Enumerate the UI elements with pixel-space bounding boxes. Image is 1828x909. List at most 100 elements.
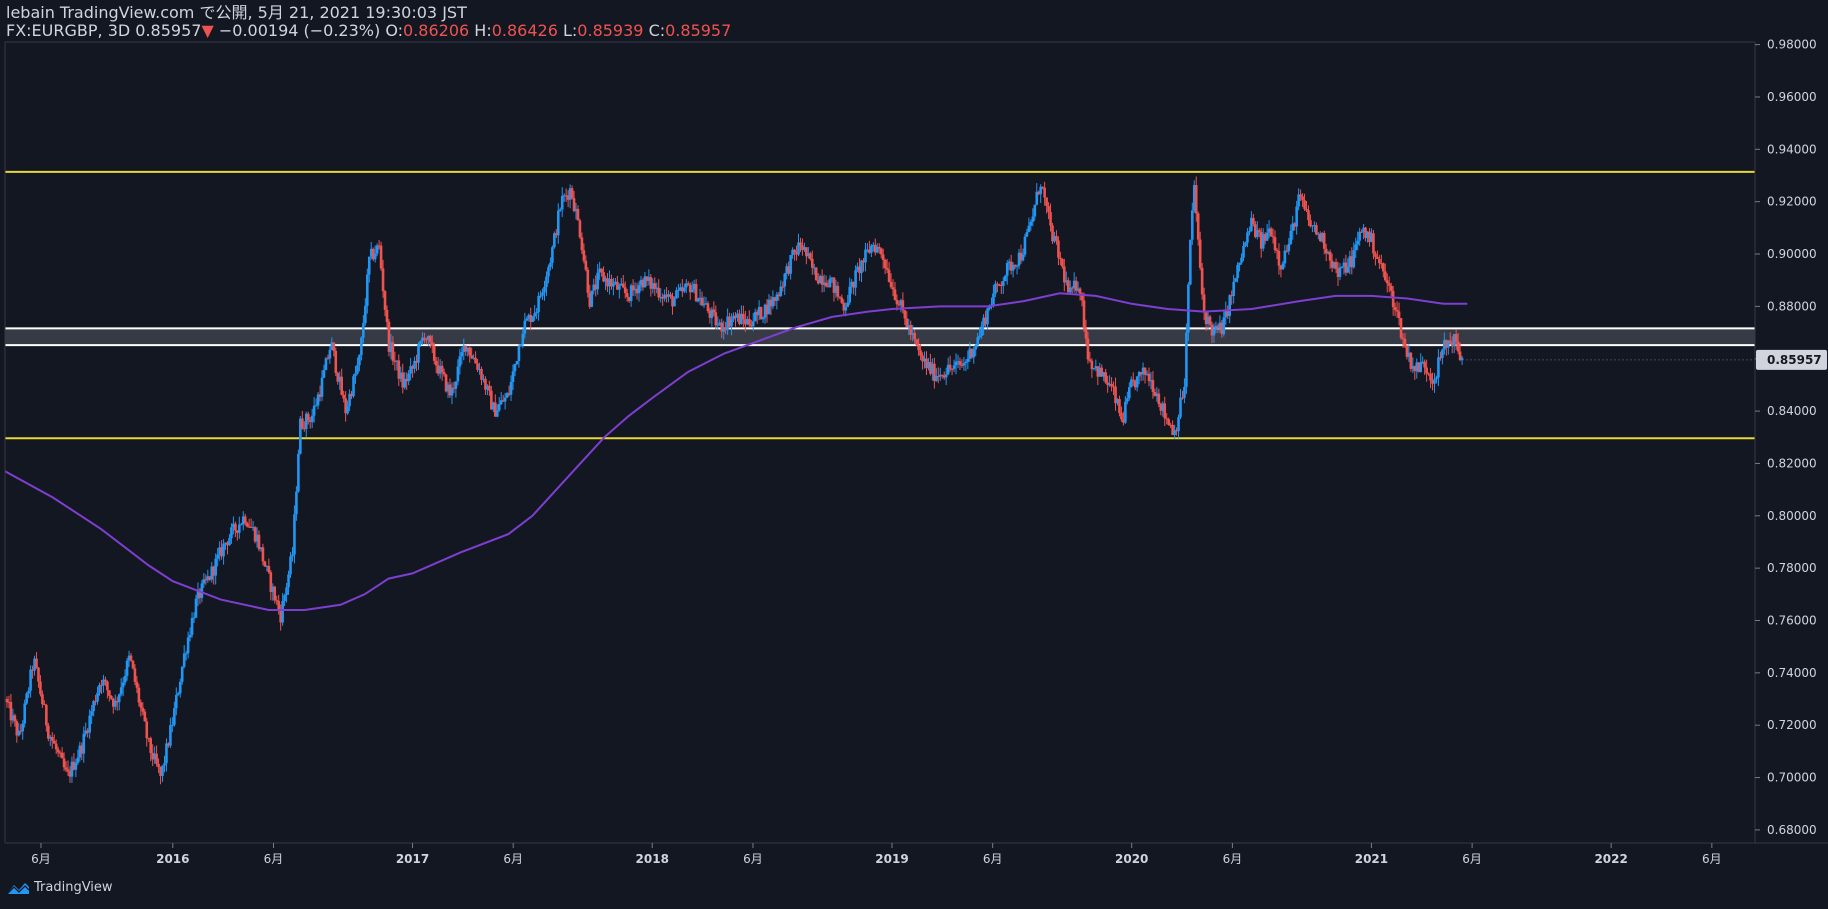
candle-body [13,715,17,722]
candle-body [1456,341,1460,352]
candle-body [161,765,164,776]
candle-body [1415,362,1419,372]
candle-body [946,364,950,375]
moving-average-line[interactable] [4,292,1468,611]
candle-body [1155,393,1159,397]
candle-body [734,315,737,318]
candle-body [173,708,176,725]
candle-body [742,313,745,320]
candle-body [232,523,235,528]
candle-body [677,289,680,291]
candle-body [935,376,938,382]
candle-body [434,360,438,366]
candle-body [113,700,117,707]
candle-body [499,400,503,405]
candle-body [588,292,592,307]
candle-body [344,398,347,414]
candle-body [86,730,89,733]
candle-body [722,327,725,332]
candle-body [1080,293,1084,301]
candle-body [897,304,901,306]
candle-body [1222,317,1226,335]
candle-body [712,309,716,313]
candle-body [728,316,731,327]
candle-body [41,694,44,705]
candle-body [1057,240,1060,258]
candle-body [257,534,261,550]
price-axis[interactable]: 0.98000 0.96000 0.94000 0.92000 0.90000 0.880… [1755,38,1817,837]
price-tick-label: 0.98000 [1767,38,1817,52]
candle-body [98,684,101,693]
candle-body [1021,254,1025,261]
candle-body [48,736,52,739]
candle-body [810,258,814,268]
candle-body [302,428,306,430]
candle-body [1439,357,1442,359]
candle-body [1082,300,1086,329]
candle-body [234,523,237,531]
candle-body [724,327,727,330]
candle-body [23,703,26,724]
candle-body [450,387,454,396]
candle-body [602,271,605,282]
candle-body [923,358,926,362]
candle-body [1446,340,1450,348]
candle-body [614,281,617,284]
time-axis[interactable]: 6月 2016 6月 2017 6月 2018 6月 2019 6月 2020 6月 2021 6月 20… [31,843,1722,866]
candle-body [1096,366,1100,377]
candle-body [1364,227,1367,238]
candle-body [962,363,966,366]
candle-body [263,561,267,567]
candle-body [332,342,336,351]
candle-body [1027,225,1031,232]
candle-body [698,297,702,299]
symbol-label[interactable]: FX:EURGBP, 3D [6,21,131,40]
close-label: C: [648,21,666,40]
candle-body [1429,373,1432,381]
candle-body [318,394,322,397]
candle-body [1104,372,1107,383]
candle-body [1311,225,1314,227]
candle-body [306,413,310,421]
candle-body [1118,399,1121,413]
candle-body [604,278,607,282]
candle-body [192,617,196,619]
candle-body [1135,376,1139,388]
candle-body [5,699,9,702]
candle-body [397,360,401,379]
candle-body [641,279,645,288]
footer-brand[interactable]: TradingView [6,880,113,895]
candle-body [507,393,511,395]
time-tick-label: 6月 [983,852,1003,866]
consolidation-zone[interactable] [5,328,1755,346]
candle-body [247,526,251,528]
candle-body [1100,367,1104,377]
candle-body [1108,383,1111,386]
candle-body [1458,351,1462,360]
candle-body [872,244,875,246]
candle-body [60,752,64,759]
candle-body [198,589,202,598]
candle-body [1112,386,1115,388]
candle-body [1358,231,1361,241]
candle-body [1226,310,1230,317]
candle-body [696,298,700,302]
candle-body [275,600,279,602]
candle-body [293,514,296,555]
candle-body [480,368,483,380]
candle-body [127,655,131,661]
candle-body [757,307,761,316]
candle-body [432,346,436,361]
candle-body [76,757,80,763]
candle-body [1295,206,1298,227]
last-price-tag: 0.85957 [1462,349,1827,370]
candle-body [785,266,788,274]
candle-body [429,335,432,343]
candle-body [7,701,11,703]
candle-body [862,260,865,263]
candle-body [299,418,302,454]
candle-body [730,319,733,327]
candle-body [996,283,999,285]
candle-body [448,384,452,396]
